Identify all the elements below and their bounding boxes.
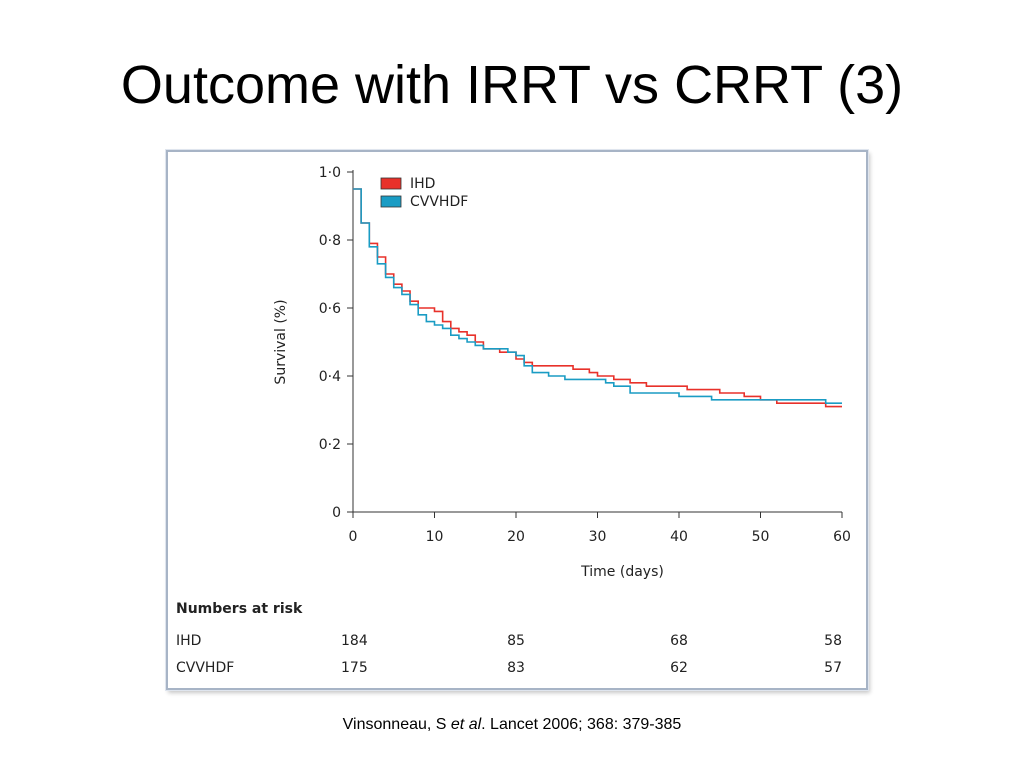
citation-etal: et al [450, 716, 482, 733]
figure-frame: 0 0·2 0·4 0·6 0·8 1·0 0 10 20 30 40 50 60 Time (days)… [166, 150, 868, 690]
x-tick-label: 60 [833, 529, 851, 545]
x-tick-label: 40 [670, 529, 688, 545]
risk-value: 184 [341, 633, 368, 649]
x-tick-label: 50 [752, 529, 770, 545]
x-tick-label: 30 [589, 529, 607, 545]
legend-label-ihd: IHD [410, 176, 435, 192]
series-line-ihd [353, 188, 842, 408]
y-tick-label: 0·4 [319, 369, 341, 385]
y-tick-label: 0·6 [319, 301, 341, 317]
risk-value: 57 [824, 660, 842, 676]
legend-swatch-cvvhdf [380, 195, 402, 208]
legend-label-cvvhdf: CVVHDF [410, 194, 468, 210]
numbers-at-risk-title: Numbers at risk [176, 601, 303, 617]
survival-chart: 0 0·2 0·4 0·6 0·8 1·0 0 10 20 30 40 50 60 Time (days)… [176, 165, 851, 676]
x-tick-label: 0 [349, 529, 358, 545]
y-tick-label: 0·8 [319, 233, 341, 249]
x-tick-label: 10 [426, 529, 444, 545]
y-tick-label: 0 [332, 505, 341, 521]
y-tick-label: 0·2 [319, 437, 341, 453]
risk-value: 83 [507, 660, 525, 676]
risk-row-label: CVVHDF [176, 660, 234, 676]
y-axis-label: Survival (%) [273, 299, 289, 384]
slide-title: Outcome with IRRT vs CRRT (3) [120, 55, 904, 115]
series-line-cvvhdf [353, 188, 842, 404]
y-tick-label: 1·0 [319, 165, 341, 181]
risk-value: 62 [670, 660, 688, 676]
citation-author: Vinsonneau, S [342, 716, 451, 733]
x-axis-label: Time (days) [580, 564, 664, 580]
risk-value: 68 [670, 633, 688, 649]
risk-row-label: IHD [176, 633, 201, 649]
risk-value: 175 [341, 660, 368, 676]
legend-swatch-ihd [380, 177, 402, 190]
citation-source: . Lancet 2006; 368: 379-385 [481, 716, 682, 733]
x-tick-label: 20 [507, 529, 525, 545]
risk-value: 58 [824, 633, 842, 649]
citation: Vinsonneau, S et al. Lancet 2006; 368: 3… [0, 716, 1024, 734]
risk-value: 85 [507, 633, 525, 649]
